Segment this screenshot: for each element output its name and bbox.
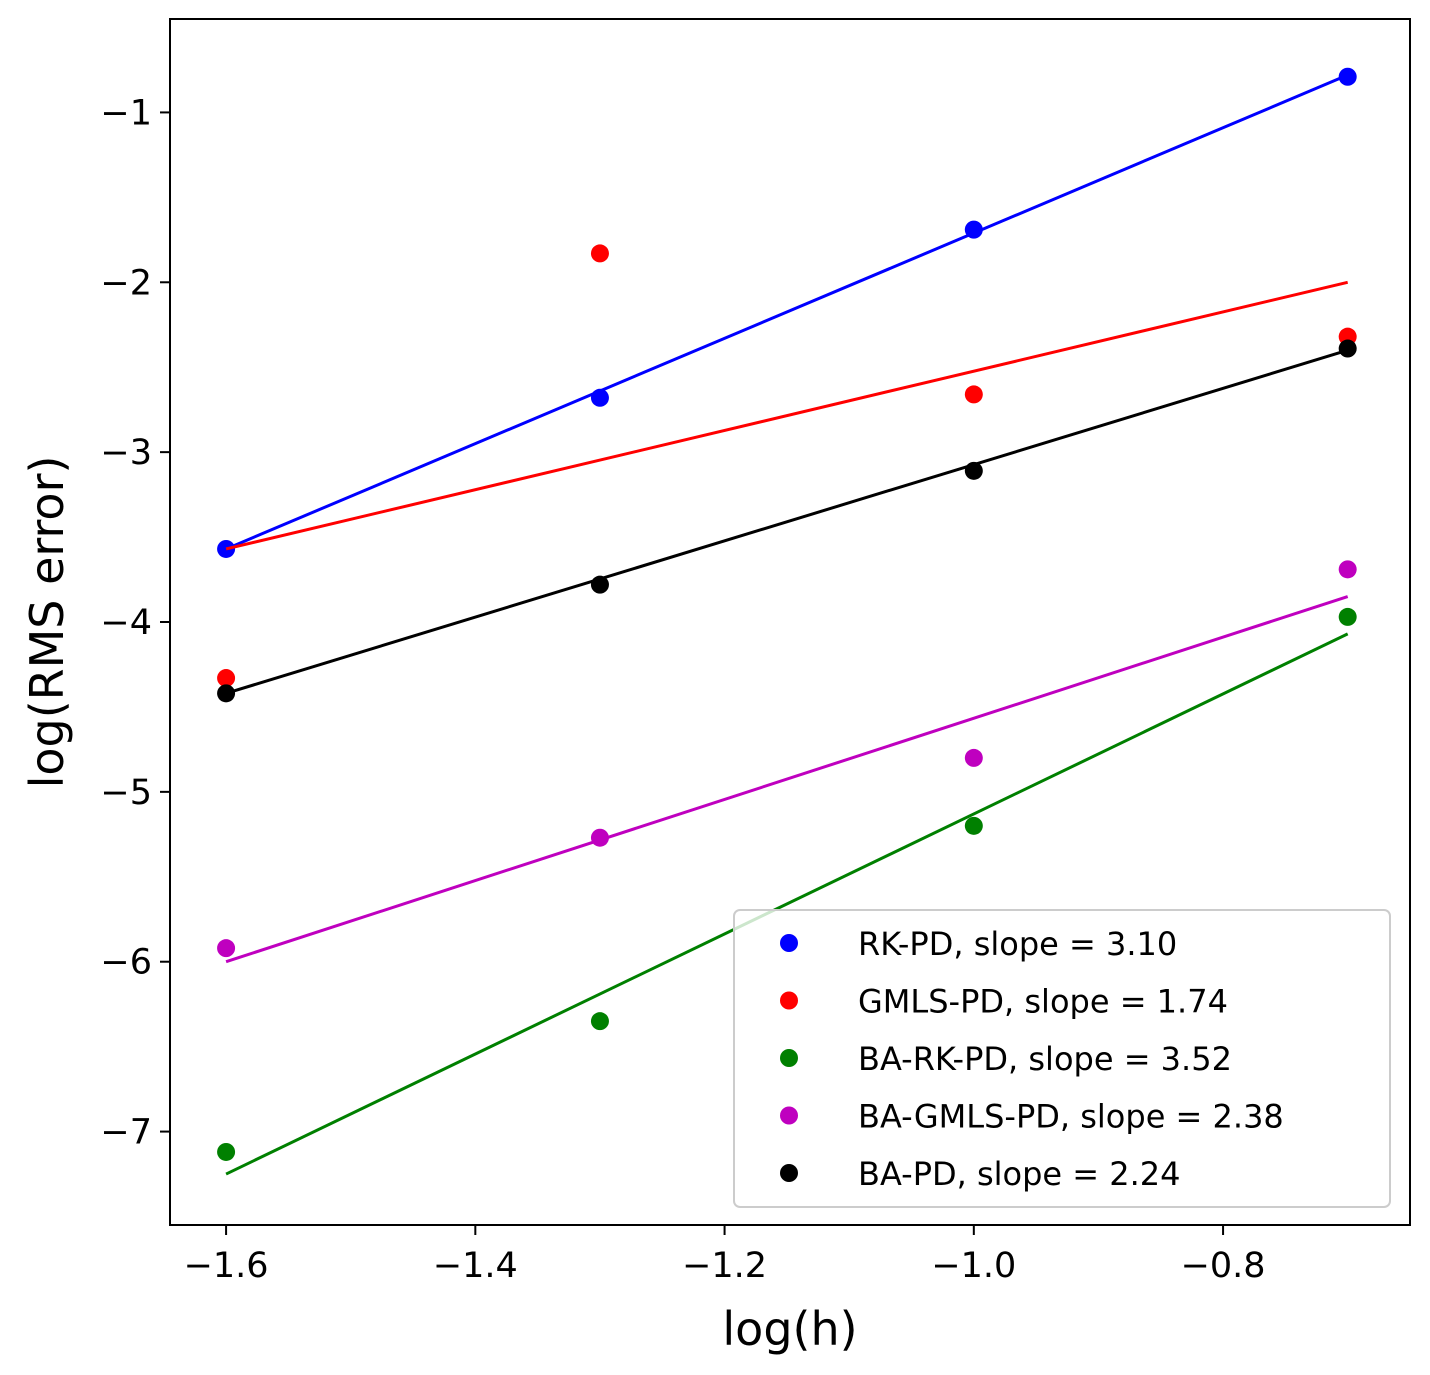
x-tick-label: −0.8	[1181, 1246, 1266, 1286]
series-3-point-2	[964, 748, 983, 767]
x-tick-label: −1.6	[184, 1246, 269, 1286]
series-0	[217, 67, 1357, 558]
legend: RK-PD, slope = 3.10 GMLS-PD, slope = 1.74…	[733, 909, 1391, 1208]
series-1-point-2	[964, 385, 983, 404]
legend-marker-1	[780, 991, 798, 1010]
legend-marker-2	[780, 1049, 798, 1067]
series-3-point-1	[590, 828, 609, 847]
x-axis: −1.6 −1.4 −1.2 −1.0 −0.8	[184, 1225, 1266, 1286]
legend-label-3: BA-GMLS-PD, slope = 2.38	[858, 1098, 1284, 1136]
legend-label-0: RK-PD, slope = 3.10	[858, 925, 1177, 963]
y-axis-label: log(RMS error)	[20, 456, 74, 789]
x-axis-label: log(h)	[722, 1302, 857, 1356]
series-2	[217, 607, 1357, 1176]
legend-marker-3	[780, 1106, 798, 1125]
plot-area	[217, 67, 1357, 1176]
series-2-fit-line	[225, 632, 1349, 1176]
series-3-point-3	[1338, 560, 1357, 579]
y-tick-label: −1	[100, 93, 152, 133]
series-4-point-0	[217, 684, 236, 703]
series-4-point-3	[1338, 339, 1357, 358]
legend-box	[733, 909, 1391, 1208]
series-0-point-1	[590, 388, 609, 407]
legend-label-4: BA-PD, slope = 2.24	[858, 1155, 1181, 1193]
series-4-point-2	[964, 461, 983, 480]
series-0-point-3	[1338, 67, 1357, 86]
series-2-point-2	[964, 816, 983, 835]
y-tick-label: −5	[100, 773, 152, 813]
y-tick-label: −6	[100, 943, 152, 983]
series-1-point-0	[217, 669, 236, 688]
series-3-fit-line	[225, 595, 1349, 964]
series-2-point-1	[590, 1012, 609, 1031]
y-tick-label: −3	[100, 433, 152, 473]
series-4-point-1	[590, 575, 609, 594]
series-0-fit-line	[225, 73, 1349, 551]
series-4	[217, 339, 1357, 703]
series-1-fit-line	[225, 280, 1349, 551]
legend-label-2: BA-RK-PD, slope = 3.52	[858, 1040, 1232, 1078]
legend-marker-0	[780, 934, 798, 952]
x-tick-label: −1.2	[682, 1246, 767, 1286]
series-0-point-2	[964, 220, 983, 239]
y-tick-label: −4	[100, 603, 152, 643]
series-1-point-1	[590, 244, 609, 263]
series-3-point-0	[217, 939, 236, 958]
series-4-fit-line	[225, 348, 1349, 695]
x-tick-label: −1.0	[931, 1246, 1016, 1286]
y-tick-label: −7	[100, 1113, 152, 1153]
legend-label-1: GMLS-PD, slope = 1.74	[858, 983, 1228, 1021]
series-3	[217, 560, 1357, 964]
y-tick-label: −2	[100, 263, 152, 303]
legend-marker-4	[780, 1164, 798, 1182]
series-2-point-0	[217, 1142, 236, 1161]
y-axis: −7 −6 −5 −4 −3 −2 −1	[100, 93, 170, 1153]
series-2-point-3	[1338, 607, 1357, 626]
x-tick-label: −1.4	[433, 1246, 518, 1286]
series-1	[217, 244, 1357, 688]
